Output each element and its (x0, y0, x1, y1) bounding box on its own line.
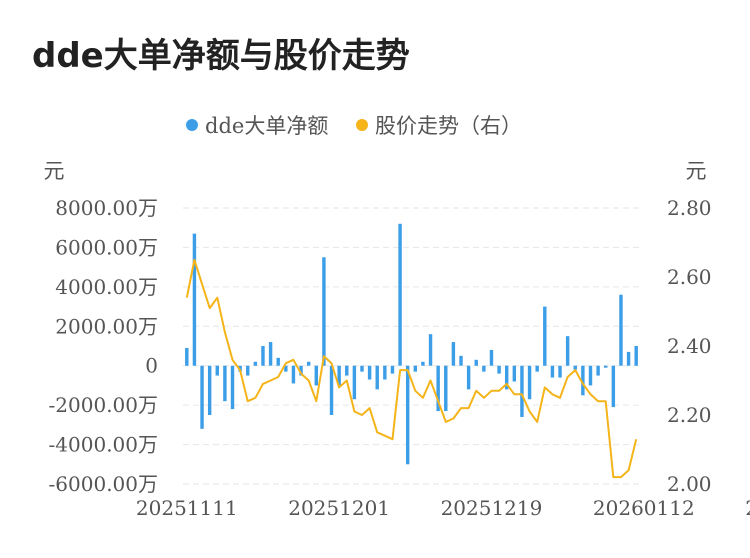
bar[interactable] (428, 334, 433, 366)
bar[interactable] (611, 365, 616, 408)
bar[interactable] (436, 365, 440, 412)
bar[interactable] (520, 365, 524, 417)
right-tick-label: 2.80 (667, 196, 712, 220)
bar[interactable] (474, 359, 478, 366)
x-tick-label: 20260112 (593, 496, 695, 520)
bar[interactable] (246, 365, 250, 376)
bar[interactable] (543, 306, 547, 366)
bar[interactable] (284, 365, 288, 372)
bar[interactable] (558, 365, 562, 378)
left-tick-label: 2000.00万 (55, 314, 158, 338)
bar[interactable] (230, 365, 235, 410)
bar[interactable] (413, 365, 418, 372)
left-axis-unit: 元 (44, 159, 65, 183)
bar[interactable] (375, 365, 379, 390)
bar[interactable] (421, 361, 425, 366)
left-tick-label: 6000.00万 (55, 235, 158, 259)
left-tick-label: -6000.00万 (49, 472, 158, 496)
left-tick-label: -2000.00万 (49, 393, 158, 417)
bar[interactable] (367, 365, 372, 380)
bar[interactable] (504, 365, 509, 390)
bar[interactable] (352, 365, 357, 400)
bar[interactable] (626, 351, 631, 366)
bar[interactable] (299, 365, 303, 376)
right-tick-label: 2.00 (667, 472, 712, 496)
bar[interactable] (482, 365, 486, 372)
right-tick-label: 2.20 (667, 403, 712, 427)
bar[interactable] (535, 365, 539, 372)
bar[interactable] (444, 365, 448, 412)
bar[interactable] (215, 365, 219, 376)
bar[interactable] (619, 294, 623, 366)
bar[interactable] (329, 365, 334, 415)
bar[interactable] (253, 361, 258, 366)
bar[interactable] (588, 365, 593, 386)
bar[interactable] (314, 365, 319, 386)
legend-swatch-line (356, 119, 368, 131)
bar[interactable] (185, 347, 189, 366)
bar[interactable] (322, 257, 326, 366)
bar[interactable] (459, 355, 463, 366)
bar[interactable] (489, 349, 494, 366)
x-tick-label: 20251111 (136, 496, 238, 520)
bar[interactable] (390, 365, 395, 374)
bar[interactable] (398, 223, 402, 366)
right-tick-label: 2.60 (667, 265, 712, 289)
bar[interactable] (604, 365, 608, 368)
left-tick-label: 4000.00万 (55, 275, 158, 299)
bar[interactable] (276, 357, 280, 366)
bar[interactable] (451, 342, 456, 366)
bar[interactable] (223, 365, 227, 402)
bar[interactable] (291, 365, 296, 384)
legend-label-bars[interactable]: dde大单净额 (205, 114, 328, 138)
bar[interactable] (345, 365, 349, 376)
bar[interactable] (497, 365, 501, 374)
bar[interactable] (360, 365, 364, 372)
bar[interactable] (565, 336, 570, 366)
bar[interactable] (268, 342, 273, 366)
bar[interactable] (207, 365, 212, 415)
bar[interactable] (527, 365, 532, 400)
bar[interactable] (596, 365, 600, 376)
bar[interactable] (634, 346, 638, 366)
price-line[interactable] (185, 258, 638, 479)
bar[interactable] (383, 365, 387, 380)
right-tick-label: 2.40 (667, 334, 712, 358)
bar[interactable] (306, 361, 311, 366)
x-tick-label: 20251201 (288, 496, 390, 520)
x-tick-label: 20260130 (745, 496, 750, 520)
bar[interactable] (261, 346, 265, 366)
bar[interactable] (512, 365, 517, 382)
bar[interactable] (573, 365, 577, 370)
left-tick-label: 0 (145, 354, 158, 378)
right-axis-unit: 元 (686, 159, 707, 183)
left-tick-label: 8000.00万 (55, 196, 158, 220)
left-tick-label: -4000.00万 (49, 433, 158, 457)
page-title: dde大单净额与股价走势 (32, 36, 410, 76)
bar[interactable] (337, 365, 341, 386)
legend-swatch-bars (186, 119, 198, 131)
legend-label-line[interactable]: 股价走势（右） (375, 114, 522, 138)
bar[interactable] (581, 365, 585, 396)
x-tick-label: 20251219 (441, 496, 543, 520)
bar[interactable] (200, 365, 204, 429)
bar[interactable] (466, 365, 471, 390)
bar[interactable] (192, 233, 197, 366)
bar[interactable] (405, 365, 410, 465)
bar[interactable] (550, 365, 555, 378)
